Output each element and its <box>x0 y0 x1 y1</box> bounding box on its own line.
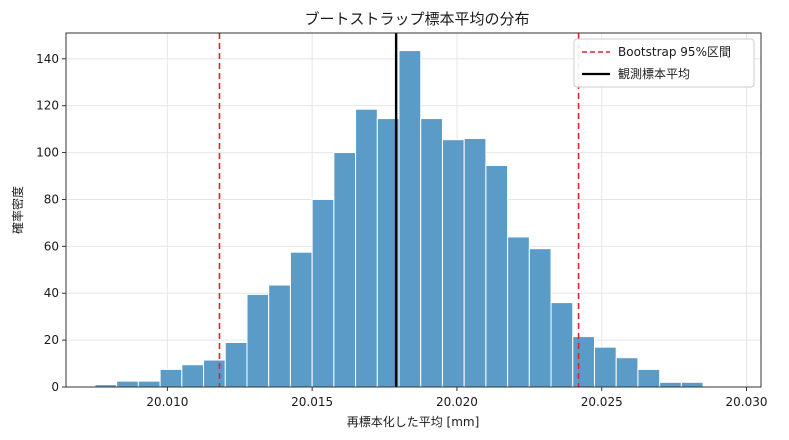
histogram-bar <box>224 341 248 388</box>
x-tick-label: 20.015 <box>291 395 333 409</box>
y-tick-label: 100 <box>36 146 59 160</box>
histogram-bar <box>137 380 161 388</box>
histogram-bar <box>398 50 422 388</box>
histogram-bar <box>181 364 205 388</box>
y-axis-label: 確率密度 <box>10 186 25 234</box>
histogram-bar <box>680 381 704 388</box>
x-tick-label: 20.020 <box>436 395 478 409</box>
y-tick-label: 60 <box>44 239 59 253</box>
reference-lines <box>218 33 580 387</box>
histogram-bar <box>463 137 487 388</box>
y-tick-label: 120 <box>36 99 59 113</box>
y-tick-label: 20 <box>44 333 59 347</box>
y-axis-ticks: 0 20 40 60 80 100 120 140 <box>36 52 66 394</box>
legend-label-ci: Bootstrap 95%区間 <box>618 45 731 59</box>
histogram-bar <box>268 284 291 388</box>
x-axis-ticks: 20.010 20.015 20.020 20.025 20.030 <box>146 387 768 409</box>
histogram-bar <box>615 357 639 388</box>
histogram-bar <box>116 380 139 388</box>
histogram-bar <box>311 198 335 388</box>
legend-box <box>573 38 755 88</box>
y-tick-label: 140 <box>36 52 59 66</box>
x-tick-label: 20.030 <box>726 395 768 409</box>
histogram-bar <box>355 108 378 388</box>
histogram-bar <box>593 346 617 388</box>
histogram-bar <box>289 251 313 388</box>
y-tick-label: 0 <box>51 380 59 394</box>
histogram-bar <box>485 164 509 388</box>
legend: Bootstrap 95%区間 観測標本平均 <box>573 38 755 88</box>
y-tick-label: 80 <box>44 192 59 206</box>
legend-label-observed-mean: 観測標本平均 <box>618 67 690 81</box>
histogram-bar <box>507 236 530 388</box>
histogram-bars <box>94 50 704 388</box>
histogram-bar <box>246 293 270 388</box>
histogram-bar <box>528 248 552 388</box>
x-tick-label: 20.025 <box>581 395 623 409</box>
plot-frame <box>65 32 762 388</box>
histogram-bar <box>550 302 574 388</box>
histogram-bar <box>203 359 226 388</box>
x-tick-label: 20.010 <box>146 395 188 409</box>
chart-title: ブートストラップ標本平均の分布 <box>304 10 529 28</box>
x-axis-label: 再標本化した平均 [mm] <box>347 415 480 429</box>
histogram-bar <box>572 336 595 388</box>
histogram-bar <box>420 118 443 388</box>
y-tick-label: 40 <box>44 286 59 300</box>
histogram-bar <box>441 139 465 388</box>
histogram-bar <box>659 381 682 388</box>
histogram-bar <box>637 368 661 388</box>
histogram-bar <box>159 368 183 388</box>
histogram-bar <box>333 152 357 388</box>
